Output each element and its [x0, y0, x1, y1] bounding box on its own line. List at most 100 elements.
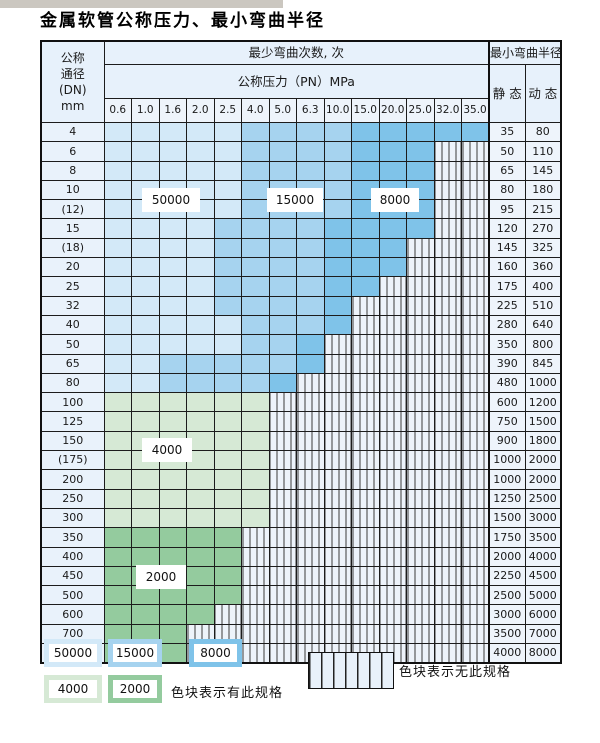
cell-cycles-4000 — [241, 411, 270, 432]
cell-no-spec — [433, 392, 462, 413]
cell-cycles-15000 — [323, 141, 352, 162]
dn-value: (18) — [40, 237, 105, 259]
cell-no-spec — [323, 372, 352, 394]
cell-no-spec — [433, 160, 462, 181]
dn-value: 6 — [40, 141, 105, 162]
static-radius-value: 145 — [488, 237, 526, 259]
table-row-dn-25: 25 175 400 — [40, 276, 562, 297]
static-radius-value: 120 — [488, 218, 526, 239]
cell-cycles-50000 — [131, 141, 160, 162]
cell-no-spec — [323, 546, 352, 567]
cell-no-spec — [323, 392, 352, 413]
cell-cycles-15000 — [241, 160, 270, 181]
cell-no-spec — [433, 257, 462, 278]
cell-no-spec — [406, 411, 435, 432]
cell-cycles-4000 — [186, 430, 215, 452]
cell-cycles-4000 — [186, 392, 215, 413]
static-radius-value: 2000 — [488, 546, 526, 567]
cell-cycles-4000 — [158, 507, 187, 529]
cell-cycles-50000 — [103, 121, 132, 143]
data-table: 公称 通径 (DN) mm 最少弯曲次数, 次 最小弯曲半径 公称压力（PN）MPa … — [40, 40, 563, 665]
dynamic-radius-value: 1500 — [524, 411, 562, 432]
cell-no-spec — [378, 488, 407, 509]
static-radius-value: 2250 — [488, 565, 526, 587]
cell-cycles-50000 — [186, 218, 215, 239]
cell-no-spec — [323, 565, 352, 587]
dn-value: 50 — [40, 334, 105, 355]
cell-cycles-50000 — [103, 237, 132, 259]
pressure-header: 公称压力（PN）MPa — [103, 64, 490, 99]
cell-no-spec — [351, 507, 380, 529]
cell-no-spec — [378, 623, 407, 645]
cell-cycles-50000 — [131, 121, 160, 143]
cell-no-spec — [461, 353, 490, 374]
cycle-label-4000: 4000 — [142, 438, 192, 462]
dn-value: 600 — [40, 604, 105, 625]
cell-no-spec — [268, 604, 297, 625]
cell-no-spec — [241, 623, 270, 645]
cell-cycles-50000 — [186, 276, 215, 297]
cycle-label-50000: 50000 — [142, 188, 200, 212]
legend-swatch-label: 4000 — [49, 680, 97, 698]
cell-no-spec — [268, 469, 297, 490]
cell-no-spec — [461, 469, 490, 490]
cell-no-spec — [351, 623, 380, 645]
cell-cycles-4000 — [213, 430, 242, 452]
cell-no-spec — [213, 604, 242, 625]
cell-no-spec — [433, 623, 462, 645]
cell-no-spec — [433, 507, 462, 529]
cell-cycles-50000 — [103, 276, 132, 297]
cell-no-spec — [351, 392, 380, 413]
cell-cycles-50000 — [131, 276, 160, 297]
cell-cycles-15000 — [268, 295, 297, 316]
cell-cycles-8000 — [378, 237, 407, 259]
cell-cycles-50000 — [131, 160, 160, 181]
cell-cycles-50000 — [131, 334, 160, 355]
dynamic-radius-value: 145 — [524, 160, 562, 181]
cell-no-spec — [323, 469, 352, 490]
dn-value: 20 — [40, 257, 105, 278]
cell-cycles-50000 — [131, 257, 160, 278]
cell-cycles-50000 — [186, 160, 215, 181]
cell-cycles-15000 — [268, 141, 297, 162]
cell-no-spec — [461, 179, 490, 201]
cell-no-spec — [433, 565, 462, 587]
cell-cycles-15000 — [268, 218, 297, 239]
cell-no-spec — [351, 643, 380, 664]
cell-cycles-15000 — [186, 353, 215, 374]
cell-cycles-8000 — [351, 218, 380, 239]
cell-cycles-15000 — [241, 121, 270, 143]
cell-no-spec — [296, 565, 325, 587]
cell-cycles-4000 — [103, 469, 132, 490]
dn-value: 500 — [40, 585, 105, 606]
cell-no-spec — [323, 623, 352, 645]
table-row-dn-32: 32 225 510 — [40, 295, 562, 316]
cell-no-spec — [461, 295, 490, 316]
cell-cycles-2000 — [186, 527, 215, 548]
dynamic-radius-value: 845 — [524, 353, 562, 374]
table-row-dn-40: 40 280 640 — [40, 314, 562, 336]
cell-no-spec — [461, 218, 490, 239]
cell-no-spec — [461, 623, 490, 645]
cell-cycles-50000 — [103, 334, 132, 355]
dynamic-radius-value: 7000 — [524, 623, 562, 645]
cell-cycles-15000 — [268, 314, 297, 336]
cell-no-spec — [433, 469, 462, 490]
dn-value: 40 — [40, 314, 105, 336]
cell-no-spec — [406, 469, 435, 490]
cell-no-spec — [323, 430, 352, 452]
cell-cycles-4000 — [103, 507, 132, 529]
cell-no-spec — [433, 218, 462, 239]
table-row-dn-80: 80 480 1000 — [40, 372, 562, 394]
pressure-col-15.0: 15.0 — [351, 98, 380, 123]
cell-cycles-15000 — [268, 257, 297, 278]
cell-no-spec — [186, 643, 215, 664]
dynamic-radius-value: 800 — [524, 334, 562, 355]
cell-cycles-4000 — [241, 450, 270, 471]
cell-no-spec — [323, 643, 352, 664]
cell-no-spec — [378, 507, 407, 529]
cell-cycles-4000 — [213, 488, 242, 509]
cell-no-spec — [406, 488, 435, 509]
cell-no-spec — [296, 372, 325, 394]
cell-cycles-4000 — [103, 430, 132, 452]
